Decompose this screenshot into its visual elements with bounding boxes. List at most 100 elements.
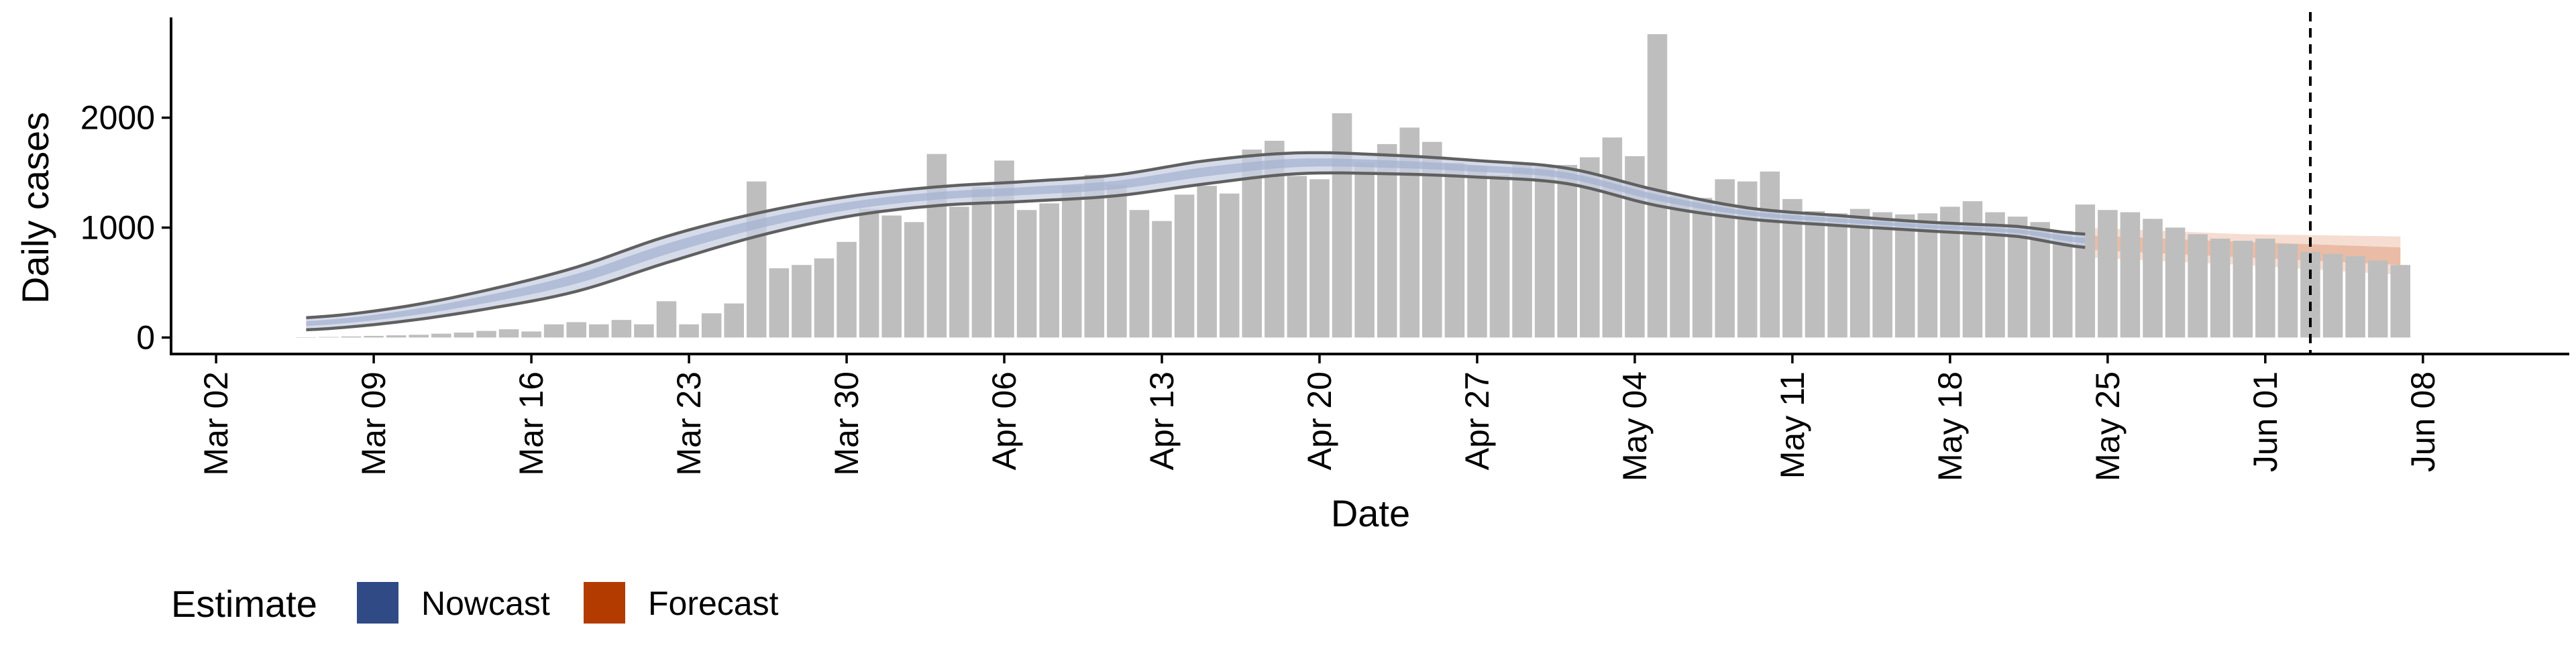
daily-case-bar xyxy=(1602,137,1623,338)
x-tick-label: Mar 16 xyxy=(513,371,550,476)
daily-case-bar xyxy=(1107,184,1127,338)
daily-case-bar xyxy=(881,215,902,338)
daily-case-bar xyxy=(837,241,857,338)
daily-case-bar xyxy=(971,186,992,338)
daily-case-bar xyxy=(2075,204,2096,338)
bars-layer xyxy=(296,34,2411,338)
daily-case-bar xyxy=(1512,162,1532,338)
daily-case-bar xyxy=(1039,203,1059,338)
x-tick-label: Apr 13 xyxy=(1143,371,1181,470)
daily-case-bar xyxy=(498,329,519,338)
daily-case-bar xyxy=(2322,253,2343,338)
daily-case-bar xyxy=(453,333,474,338)
daily-case-bar xyxy=(341,336,362,338)
nowcast-lower-line xyxy=(306,171,2086,332)
daily-case-bar xyxy=(1849,209,1870,338)
daily-case-bar xyxy=(2345,256,2365,338)
daily-case-bar xyxy=(1962,201,1983,338)
daily-case-bar xyxy=(589,324,609,338)
daily-case-bar xyxy=(904,222,924,338)
daily-case-bar xyxy=(1354,162,1375,338)
daily-case-bar xyxy=(1467,166,1487,338)
daily-case-bar xyxy=(2277,244,2298,338)
daily-case-bar xyxy=(1872,212,1892,338)
daily-case-bar xyxy=(1805,211,1825,338)
x-tick-label: Mar 09 xyxy=(355,371,392,476)
legend-label-nowcast: Nowcast xyxy=(421,585,550,622)
daily-case-bar xyxy=(701,313,722,338)
daily-case-bar xyxy=(566,322,586,338)
daily-case-bar xyxy=(1174,194,1195,338)
daily-case-bar xyxy=(386,335,407,338)
daily-case-bar xyxy=(1894,214,1915,338)
daily-case-bar xyxy=(1760,171,1780,338)
y-tick-label: 0 xyxy=(136,318,155,356)
x-tick-label: Jun 08 xyxy=(2404,371,2442,472)
daily-case-bar xyxy=(611,320,632,338)
daily-case-bar xyxy=(1489,174,1510,338)
daily-case-bar xyxy=(769,268,790,338)
nowcast-layer xyxy=(306,151,2086,332)
daily-case-bar xyxy=(1917,213,1938,338)
daily-case-bar xyxy=(296,337,317,338)
daily-case-bar xyxy=(2367,260,2388,338)
x-tick-label: May 04 xyxy=(1616,371,1654,481)
y-tick-label: 2000 xyxy=(80,99,155,137)
y-tick-label: 1000 xyxy=(80,209,155,246)
daily-case-bar xyxy=(431,333,451,338)
axes-layer: 0 1000 2000 Mar 02 Mar 09 Mar 16 Mar 23 Mar 30 A… xyxy=(80,12,2569,481)
daily-case-bar xyxy=(364,335,384,338)
daily-case-bar xyxy=(1444,162,1465,338)
daily-case-bar xyxy=(1692,198,1713,338)
daily-case-bar xyxy=(2233,241,2253,338)
daily-case-bar xyxy=(792,265,812,338)
daily-case-bar xyxy=(2098,210,2118,338)
daily-case-bar xyxy=(1084,174,1105,338)
daily-case-bar xyxy=(2165,227,2186,338)
daily-case-bar xyxy=(319,337,339,338)
daily-case-bar xyxy=(1129,210,1150,338)
daily-case-bar xyxy=(724,303,744,338)
x-tick-label: Mar 30 xyxy=(828,371,865,476)
daily-case-bar xyxy=(1287,176,1307,338)
daily-case-bar xyxy=(1377,143,1397,338)
legend-key-nowcast xyxy=(357,582,398,624)
daily-case-bar xyxy=(476,331,496,338)
daily-case-bar xyxy=(521,331,541,338)
nowcast-upper-line xyxy=(306,151,2086,320)
x-tick-label: Mar 23 xyxy=(670,371,708,476)
daily-case-bar xyxy=(1737,181,1758,338)
x-tick-label: Apr 06 xyxy=(985,371,1023,470)
x-tick-label: May 25 xyxy=(2089,371,2127,481)
daily-case-bar xyxy=(926,154,947,338)
daily-case-bar xyxy=(409,335,429,338)
daily-case-bar xyxy=(1152,221,1172,338)
daily-case-bar xyxy=(949,207,969,338)
daily-case-bar xyxy=(543,324,564,338)
daily-case-bar xyxy=(1016,210,1037,338)
daily-case-bar xyxy=(747,181,767,338)
daily-case-bar xyxy=(1827,213,1847,338)
x-tick-label: Apr 20 xyxy=(1301,371,1338,470)
daily-case-bar xyxy=(1242,150,1263,338)
daily-case-bar xyxy=(814,258,835,338)
daily-case-bar xyxy=(859,209,879,338)
x-axis-title: Date xyxy=(1331,492,1410,534)
nowcast-outer-band xyxy=(306,152,2086,330)
daily-case-bar xyxy=(679,324,699,338)
daily-case-bar xyxy=(1219,193,1240,338)
y-axis-title: Daily cases xyxy=(14,112,56,304)
daily-case-bar xyxy=(1647,34,1668,338)
daily-case-bar xyxy=(1534,167,1555,338)
daily-case-bar xyxy=(1309,179,1330,338)
daily-case-bar xyxy=(1197,186,1217,338)
x-tick-label: Jun 01 xyxy=(2247,371,2284,472)
daily-case-bar xyxy=(2390,265,2411,338)
x-tick-label: May 18 xyxy=(1931,371,1969,481)
daily-case-bar xyxy=(2188,234,2208,338)
daily-case-bar xyxy=(2143,219,2163,338)
daily-case-bar xyxy=(2052,231,2073,338)
daily-case-bar xyxy=(2255,238,2275,338)
